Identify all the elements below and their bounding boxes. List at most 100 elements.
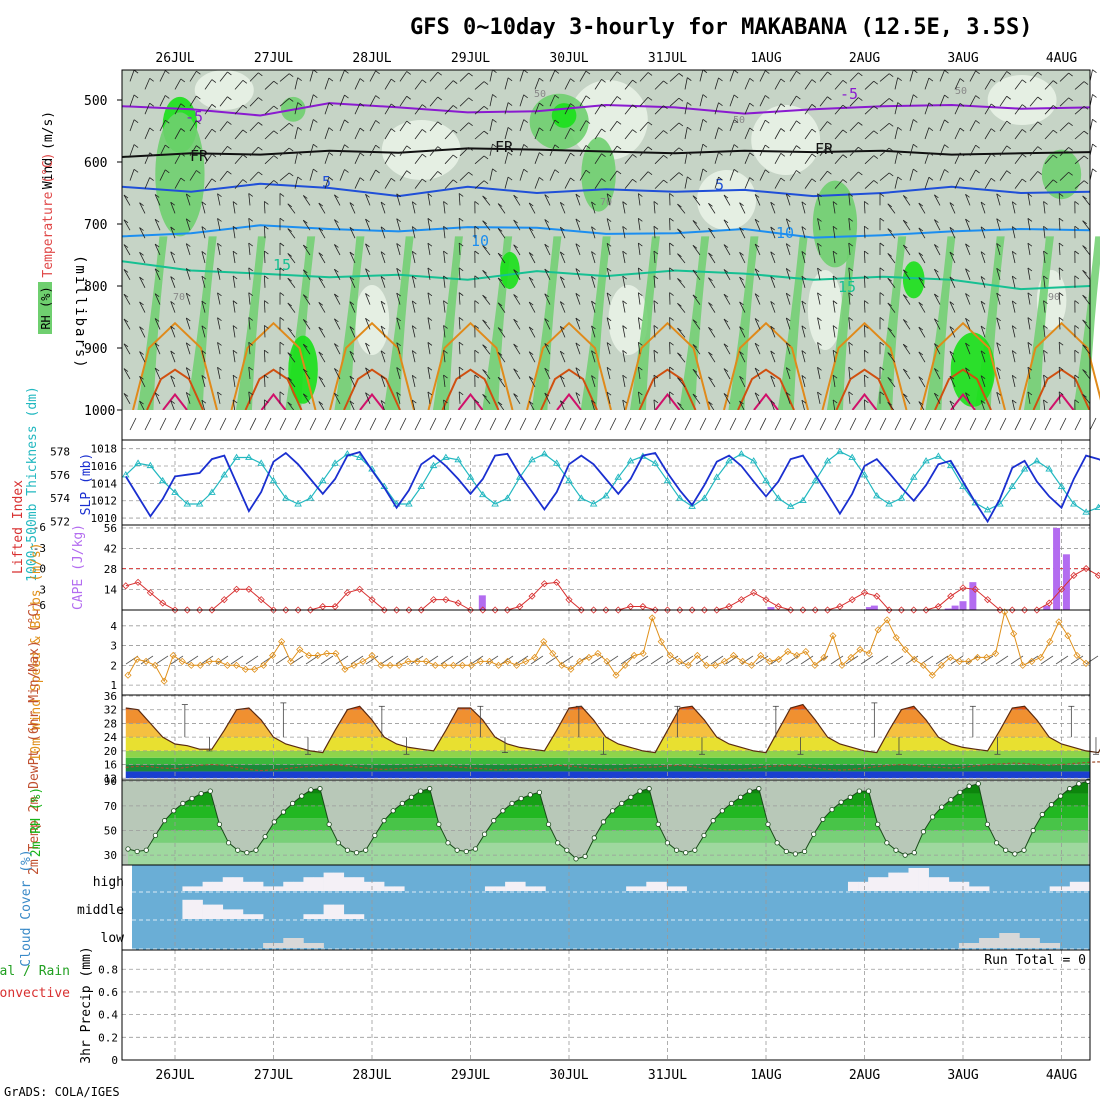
upper-wind-barb bbox=[887, 228, 896, 239]
thickness-point bbox=[491, 500, 499, 507]
surface-wind-barb bbox=[729, 417, 737, 431]
rh-point bbox=[902, 852, 908, 858]
upper-wind-barb-tick bbox=[632, 154, 637, 158]
upper-wind-barb bbox=[339, 144, 345, 156]
upper-wind-barb bbox=[770, 350, 776, 363]
cloud-bar bbox=[928, 877, 940, 891]
upper-wind-barb-tick bbox=[279, 217, 285, 222]
upper-wind-barb bbox=[429, 171, 439, 181]
surface-wind-barb bbox=[665, 655, 679, 665]
upper-wind-barb-tick bbox=[211, 104, 217, 108]
upper-wind-barb-tick bbox=[770, 251, 775, 256]
rh-point bbox=[728, 800, 735, 807]
upper-wind-barb bbox=[996, 392, 1001, 404]
upper-wind-barb-tick bbox=[638, 391, 643, 396]
upper-wind-barb bbox=[863, 374, 866, 388]
upper-wind-barb bbox=[591, 375, 596, 388]
upper-wind-barb bbox=[458, 317, 461, 330]
upper-wind-barb bbox=[232, 300, 236, 313]
upper-wind-barb bbox=[723, 368, 731, 380]
isotherm-25 bbox=[835, 368, 894, 411]
upper-wind-barb bbox=[739, 351, 746, 363]
upper-wind-barb bbox=[1027, 317, 1031, 330]
upper-wind-barb-tick bbox=[390, 78, 396, 83]
upper-wind-barb bbox=[785, 392, 791, 404]
upper-wind-barb bbox=[819, 146, 828, 157]
wind-speed-point bbox=[964, 657, 973, 665]
upper-wind-barb-tick bbox=[1052, 179, 1058, 184]
upper-wind-barb-tick bbox=[949, 227, 955, 231]
upper-wind-barb bbox=[924, 177, 930, 189]
lifted-point bbox=[491, 606, 499, 614]
upper-wind-barb bbox=[249, 171, 259, 181]
upper-wind-barb bbox=[1011, 251, 1016, 264]
wind-panel-frame bbox=[121, 609, 1091, 696]
upper-wind-barb bbox=[984, 103, 992, 115]
upper-wind-barb-tick bbox=[1021, 104, 1027, 108]
upper-wind-barb-tick bbox=[687, 176, 692, 181]
upper-wind-barb-tick bbox=[279, 366, 285, 371]
upper-wind-barb-tick bbox=[539, 77, 544, 82]
rh-point bbox=[381, 818, 387, 824]
upper-wind-barb-tick bbox=[328, 102, 334, 107]
upper-wind-barb-tick bbox=[780, 128, 786, 132]
wind-speed-point bbox=[1028, 657, 1036, 665]
upper-wind-barb bbox=[1074, 130, 1085, 140]
upper-wind-barb bbox=[349, 202, 356, 214]
lifted-point bbox=[602, 606, 610, 614]
upper-wind-barb bbox=[669, 73, 680, 82]
upper-wind-barb bbox=[1044, 80, 1054, 90]
thickness-point bbox=[589, 500, 598, 507]
upper-wind-barb bbox=[559, 301, 566, 313]
upper-wind-barb bbox=[699, 69, 704, 82]
upper-wind-barb-tick bbox=[848, 242, 853, 247]
upper-wind-barb bbox=[159, 70, 166, 82]
upper-wind-barb bbox=[864, 80, 875, 90]
wind-speed-point bbox=[467, 661, 475, 669]
temp-tick-label: 28 bbox=[104, 717, 117, 730]
upper-wind-barb-tick bbox=[842, 129, 848, 134]
upper-wind-barb bbox=[579, 170, 587, 181]
upper-wind-barb bbox=[622, 275, 626, 288]
upper-wind-barb bbox=[249, 122, 259, 132]
surface-wind-barb bbox=[819, 417, 827, 431]
upper-wind-barb-tick bbox=[888, 147, 894, 152]
upper-wind-barb-tick bbox=[739, 276, 744, 281]
upper-wind-barb-tick bbox=[528, 227, 534, 232]
upper-wind-barb-tick bbox=[287, 352, 293, 356]
upper-wind-barb-tick bbox=[303, 368, 308, 373]
upper-wind-barb-tick bbox=[959, 103, 965, 107]
upper-wind-barb bbox=[1027, 292, 1031, 305]
upper-wind-barb-tick bbox=[575, 193, 581, 198]
upper-wind-barb-tick bbox=[723, 194, 729, 199]
upper-wind-barb bbox=[279, 147, 290, 157]
cloud-bar bbox=[394, 886, 405, 891]
upper-wind-barb-tick bbox=[201, 201, 207, 206]
thickness-point bbox=[331, 459, 339, 466]
cloud-bar bbox=[656, 881, 667, 891]
upper-wind-barb bbox=[489, 143, 493, 156]
upper-wind-barb bbox=[354, 78, 361, 90]
wind-speed-point bbox=[955, 657, 964, 665]
upper-wind-barb bbox=[863, 300, 866, 313]
upper-wind-barb-tick bbox=[677, 253, 682, 257]
upper-wind-barb bbox=[427, 267, 431, 280]
upper-wind-barb-tick bbox=[575, 342, 581, 347]
upper-wind-barb-tick bbox=[154, 318, 160, 322]
wind-speed-point bbox=[214, 657, 222, 665]
upper-wind-barb bbox=[513, 393, 521, 405]
upper-wind-barb bbox=[637, 367, 641, 380]
upper-wind-barb-tick bbox=[723, 343, 729, 348]
upper-wind-barb-tick bbox=[897, 176, 902, 181]
upper-wind-barb bbox=[334, 318, 341, 330]
upper-wind-barb-tick bbox=[313, 143, 318, 148]
lifted-point bbox=[700, 606, 709, 614]
upper-wind-barb-tick bbox=[858, 122, 863, 126]
upper-wind-barb bbox=[699, 94, 704, 107]
upper-wind-barb-tick bbox=[396, 391, 401, 396]
upper-wind-barb-tick bbox=[482, 344, 487, 349]
upper-wind-barb-tick bbox=[186, 317, 191, 322]
upper-wind-barb bbox=[302, 220, 311, 231]
rh-tick-label: 90 bbox=[104, 775, 117, 788]
isotherm-label: 10 bbox=[776, 224, 794, 242]
